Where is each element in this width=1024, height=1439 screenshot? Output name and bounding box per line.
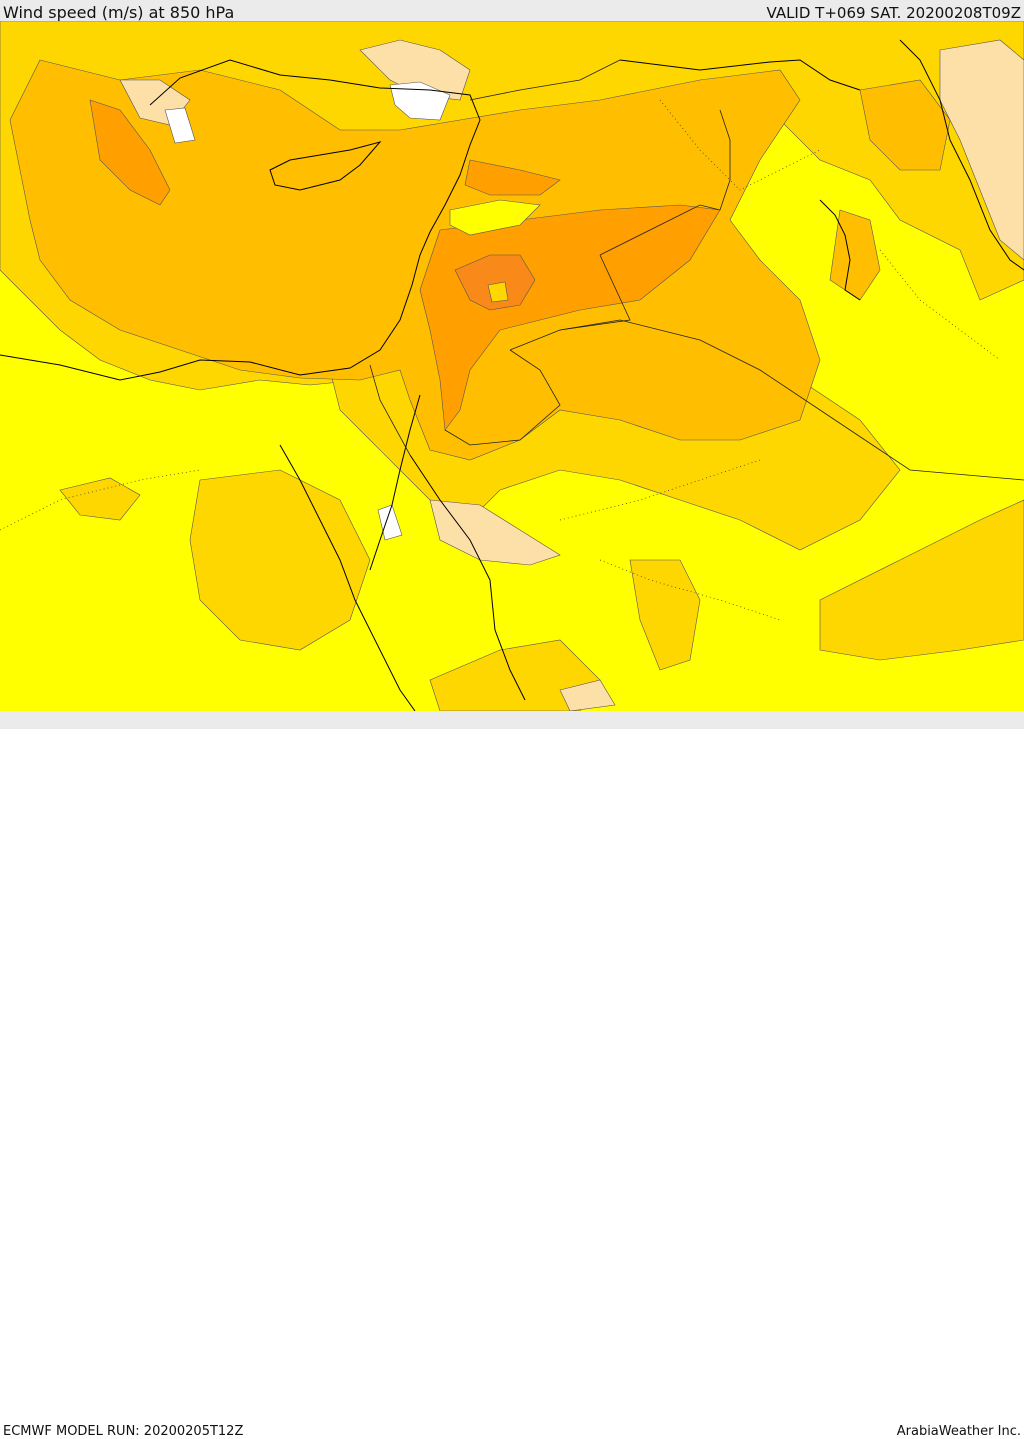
wind-zone-low-1 xyxy=(449,199,541,236)
calm-zone-tan-2 xyxy=(359,39,471,101)
header-bar: Wind speed (m/s) at 850 hPa VALID T+069 … xyxy=(0,0,1024,22)
wind-zone-gold-3 xyxy=(189,469,371,651)
calm-zone-tan-1 xyxy=(939,39,1024,261)
wind-zone-gold-4 xyxy=(819,499,1024,661)
country-borders xyxy=(369,59,1024,481)
calm-zone-white-1 xyxy=(389,81,451,121)
wind-zone-low-2 xyxy=(487,281,509,303)
valid-time: VALID T+069 SAT. 20200208T09Z xyxy=(766,4,1021,22)
wind-zone-orange xyxy=(89,99,171,206)
calm-zone-tan-3 xyxy=(429,499,561,566)
wind-zone-gold-7 xyxy=(59,477,141,521)
footer-bar: ECMWF MODEL RUN: 20200205T12Z ArabiaWeat… xyxy=(0,711,1024,1439)
wind-zone-peak xyxy=(454,254,536,311)
coastlines xyxy=(0,39,1024,711)
dotted-boundaries xyxy=(0,99,1001,621)
wind-zone-gold-5 xyxy=(629,559,701,671)
calm-zone-tan-5 xyxy=(559,679,616,711)
weather-map[interactable] xyxy=(0,21,1024,711)
calm-zone-white-2 xyxy=(164,107,196,144)
wind-zone-orange-3 xyxy=(464,159,561,196)
model-run: ECMWF MODEL RUN: 20200205T12Z xyxy=(3,1424,244,1439)
calm-zone-white-3 xyxy=(377,504,403,541)
wind-zone-amber-2 xyxy=(859,79,951,171)
wind-zone-amber-3 xyxy=(829,209,881,301)
credit-text: ArabiaWeather Inc. xyxy=(896,1424,1021,1439)
map-title: Wind speed (m/s) at 850 hPa xyxy=(3,3,235,22)
